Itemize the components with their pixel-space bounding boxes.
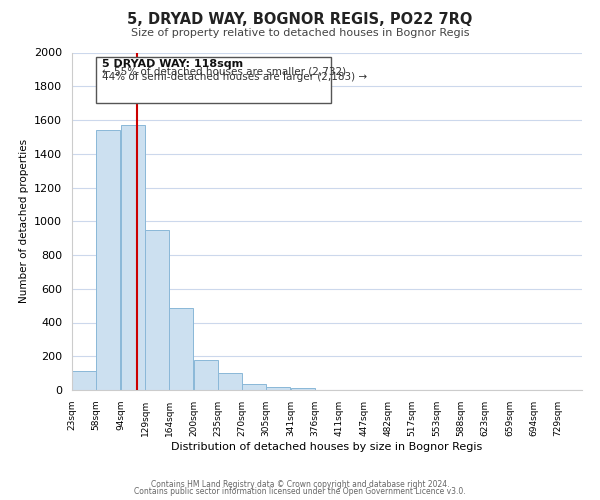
Text: 44% of semi-detached houses are larger (2,183) →: 44% of semi-detached houses are larger (… xyxy=(101,72,367,82)
Bar xyxy=(96,130,120,390)
Text: Size of property relative to detached houses in Bognor Regis: Size of property relative to detached ho… xyxy=(131,28,469,38)
Bar xyxy=(194,360,218,390)
Bar xyxy=(242,384,266,390)
Bar xyxy=(291,388,315,390)
FancyBboxPatch shape xyxy=(96,56,331,103)
Text: 5, DRYAD WAY, BOGNOR REGIS, PO22 7RQ: 5, DRYAD WAY, BOGNOR REGIS, PO22 7RQ xyxy=(127,12,473,28)
Bar xyxy=(169,308,193,390)
Text: Contains public sector information licensed under the Open Government Licence v3: Contains public sector information licen… xyxy=(134,487,466,496)
Text: ← 55% of detached houses are smaller (2,732): ← 55% of detached houses are smaller (2,… xyxy=(101,66,346,76)
Bar xyxy=(218,374,242,390)
Bar xyxy=(72,372,96,390)
Text: Contains HM Land Registry data © Crown copyright and database right 2024.: Contains HM Land Registry data © Crown c… xyxy=(151,480,449,489)
Bar xyxy=(145,230,169,390)
Bar xyxy=(121,125,145,390)
Text: 5 DRYAD WAY: 118sqm: 5 DRYAD WAY: 118sqm xyxy=(101,59,243,69)
Bar xyxy=(266,386,290,390)
X-axis label: Distribution of detached houses by size in Bognor Regis: Distribution of detached houses by size … xyxy=(172,442,482,452)
Y-axis label: Number of detached properties: Number of detached properties xyxy=(19,139,29,304)
